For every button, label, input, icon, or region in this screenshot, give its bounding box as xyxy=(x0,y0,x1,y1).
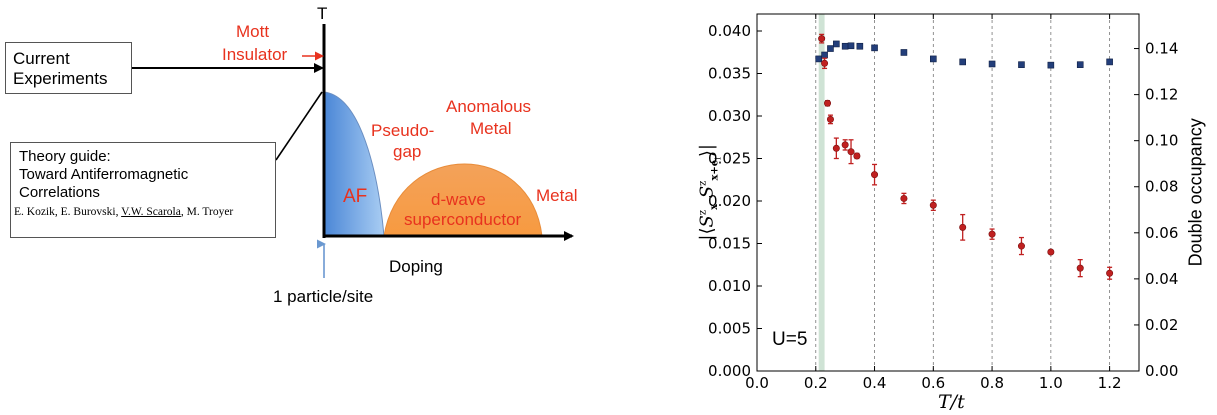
t-axis-label: T xyxy=(317,4,328,23)
theory-guide-line3: Correlations xyxy=(19,184,100,201)
y-left-tick-label: 0.010 xyxy=(708,277,751,295)
y-axis-label-left: |⟨Szx Szx+ei⟩| xyxy=(696,144,723,241)
theory-guide-line1: Theory guide: xyxy=(19,148,111,165)
y-right-tick-label: 0.04 xyxy=(1145,270,1178,288)
data-point-double-occupancy xyxy=(930,55,937,63)
y-right-tick-label: 0.12 xyxy=(1145,86,1178,104)
y-right-tick-label: 0.08 xyxy=(1145,178,1178,196)
y-right-tick-label: 0.02 xyxy=(1145,316,1178,334)
data-point-spin-correlation xyxy=(1076,264,1084,272)
x-tick-label: 0.0 xyxy=(745,374,769,392)
data-point-double-occupancy xyxy=(900,49,908,56)
chart-svg: 0.0 0.2 0.4 0.6 0.8 1.0 1.2 0.000 0.005 0.010 0.01… xyxy=(708,13,1178,392)
x-tick-label: 0.8 xyxy=(980,374,1004,392)
authors-part-c: , M. Troyer xyxy=(180,206,234,218)
anomalous-metal-line2: Metal xyxy=(470,119,512,138)
y-right-tick-label: 0.14 xyxy=(1145,40,1178,58)
x-tick-label: 1.0 xyxy=(1039,374,1063,392)
data-point-spin-correlation xyxy=(824,99,832,107)
y-left-tick-label: 0.035 xyxy=(708,65,751,83)
dwave-label-line2: superconductor xyxy=(404,210,522,229)
y-left-tick-label: 0.025 xyxy=(708,150,751,168)
theory-guide-line xyxy=(275,91,323,161)
data-point-spin-correlation xyxy=(1106,269,1114,277)
x-tick-label: 0.2 xyxy=(804,374,828,392)
chart-panel: 0.0 0.2 0.4 0.6 0.8 1.0 1.2 0.000 0.005 0.010 0.01… xyxy=(690,0,1217,415)
data-point-double-occupancy xyxy=(815,55,823,63)
data-point-double-occupancy xyxy=(871,44,878,52)
x-tick-label: 0.4 xyxy=(863,374,887,392)
y-right-tick-label: 0.10 xyxy=(1145,132,1178,150)
metal-label: Metal xyxy=(536,186,578,205)
data-point-double-occupancy xyxy=(856,42,864,50)
data-point-spin-correlation xyxy=(1017,242,1025,250)
data-point-double-occupancy xyxy=(1076,61,1084,68)
data-point-double-occupancy xyxy=(833,40,840,48)
anomalous-metal-line1: Anomalous xyxy=(446,97,532,116)
y-axis-label-right: Double occupancy xyxy=(1185,118,1206,267)
data-point-double-occupancy xyxy=(821,51,828,59)
data-point-spin-correlation xyxy=(900,194,908,202)
y-left-tick-label: 0.030 xyxy=(708,107,751,125)
y-left-tick-label: 0.020 xyxy=(708,192,751,210)
authors-part-b: V.W. Scarola xyxy=(121,206,181,218)
current-experiments-line1: Current xyxy=(13,49,70,68)
data-point-spin-correlation xyxy=(871,171,879,179)
af-region xyxy=(323,91,385,237)
data-point-spin-correlation xyxy=(853,152,861,160)
data-point-double-occupancy xyxy=(841,42,849,50)
phase-diagram-graphics xyxy=(132,24,574,278)
particle-label: 1 particle/site xyxy=(273,287,374,306)
pseudogap-label-line2: gap xyxy=(393,142,422,161)
data-point-double-occupancy xyxy=(1106,58,1113,66)
mott-label-line1: Mott xyxy=(236,22,270,41)
data-point-spin-correlation xyxy=(929,201,937,209)
data-point-spin-correlation xyxy=(1047,248,1055,256)
y-right-tick-label: 0.06 xyxy=(1145,224,1178,242)
pseudogap-label-line1: Pseudo- xyxy=(371,121,435,140)
current-experiments-box: Current Experiments xyxy=(5,42,132,94)
data-point-spin-correlation xyxy=(841,141,849,149)
data-point-spin-correlation xyxy=(826,115,834,123)
current-experiments-line2: Experiments xyxy=(13,69,108,88)
u-annotation: U=5 xyxy=(772,329,808,350)
doping-axis-label: Doping xyxy=(389,257,443,276)
authors-part-a: E. Kozik, E. Burovski, xyxy=(14,206,122,218)
data-point-double-occupancy xyxy=(827,45,834,52)
data-point-spin-correlation xyxy=(959,223,967,231)
x-tick-label: 0.6 xyxy=(921,374,945,392)
superconductor-region xyxy=(383,163,543,237)
highlight-band xyxy=(818,14,825,371)
y-left-tick-label: 0.005 xyxy=(708,320,751,338)
y-right-tick-label: 0.00 xyxy=(1145,362,1178,380)
y-left-tick-label: 0.040 xyxy=(708,22,751,40)
data-point-spin-correlation xyxy=(988,230,996,238)
dwave-label-line1: d-wave xyxy=(431,190,486,209)
phase-diagram: T Mott Insulator Current Experiments The… xyxy=(0,0,600,415)
x-axis-label: T/t xyxy=(938,391,965,413)
data-point-spin-correlation xyxy=(847,148,855,156)
theory-authors: E. Kozik, E. Burovski, V.W. Scarola, M. … xyxy=(14,206,233,219)
data-point-spin-correlation xyxy=(821,59,829,67)
y-left-tick-label: 0.000 xyxy=(708,362,751,380)
theory-guide-box: Theory guide: Toward Antiferromagnetic C… xyxy=(10,142,276,238)
af-label: AF xyxy=(343,186,368,207)
data-point-spin-correlation xyxy=(832,144,840,152)
data-point-double-occupancy xyxy=(988,60,996,68)
data-point-double-occupancy xyxy=(847,42,855,50)
data-point-spin-correlation xyxy=(818,35,826,43)
plot-frame xyxy=(756,13,1140,372)
x-tick-label: 1.2 xyxy=(1098,374,1122,392)
data-point-double-occupancy xyxy=(1018,61,1025,68)
data-point-double-occupancy xyxy=(959,58,966,66)
data-point-double-occupancy xyxy=(1047,61,1055,69)
mott-label-line2: Insulator xyxy=(222,45,288,64)
y-left-tick-label: 0.015 xyxy=(708,235,751,253)
theory-guide-line2: Toward Antiferromagnetic xyxy=(19,166,189,183)
